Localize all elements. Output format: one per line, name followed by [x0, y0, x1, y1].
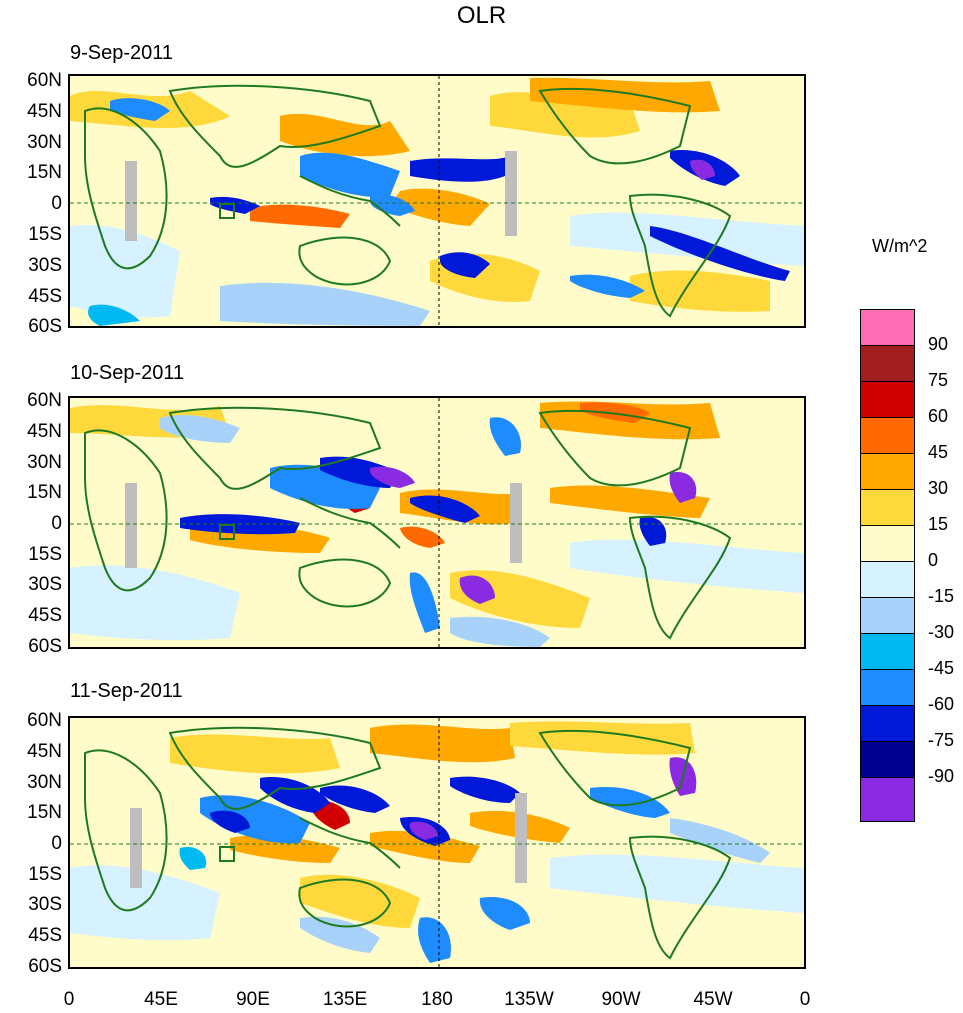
lon-label: 0 — [799, 989, 811, 1010]
colorbar-box — [860, 381, 915, 418]
figure-title: OLR — [456, 2, 507, 29]
colorbar-label: 30 — [928, 478, 949, 498]
lat-label: 60S — [28, 316, 62, 337]
missing-data-patches — [125, 151, 517, 241]
lat-label: 15N — [27, 482, 62, 503]
lat-label: 45S — [28, 605, 62, 626]
colorbar-box — [860, 669, 915, 706]
panel-1-map — [68, 74, 806, 328]
lat-label: 60N — [27, 390, 62, 411]
panel-1-field — [70, 76, 804, 326]
lat-label: 0 — [51, 193, 62, 214]
colorbar-label: 0 — [928, 550, 939, 570]
colorbar-label: 90 — [928, 334, 949, 354]
lat-label: 0 — [51, 513, 62, 534]
lat-label: 30S — [28, 574, 62, 595]
lat-label: 30S — [28, 894, 62, 915]
missing-data-patches — [130, 793, 527, 888]
lon-label: 90E — [236, 989, 270, 1010]
colorbar-box — [860, 597, 915, 634]
colorbar-box — [860, 345, 915, 382]
lat-label: 0 — [51, 833, 62, 854]
lat-label: 45S — [28, 925, 62, 946]
colorbar-box — [860, 417, 915, 454]
colorbar-label: 45 — [928, 442, 949, 462]
lat-label: 45N — [27, 101, 62, 122]
lat-label: 15S — [28, 544, 62, 565]
colorbar-label: -15 — [928, 586, 955, 606]
colorbar-box — [860, 525, 915, 562]
lat-label: 60S — [28, 636, 62, 657]
lat-label: 15S — [28, 864, 62, 885]
panel-2-map — [68, 396, 806, 649]
panel-3-field — [70, 718, 804, 967]
colorbar-units: W/m^2 — [872, 236, 928, 256]
panel-3-map — [68, 716, 806, 969]
colorbar-label: -90 — [928, 766, 955, 786]
colorbar-box — [860, 705, 915, 742]
lat-label: 60N — [27, 710, 62, 731]
anomaly-field — [70, 77, 804, 326]
colorbar-box — [860, 453, 915, 490]
colorbar-label: -60 — [928, 694, 955, 714]
lat-label: 60S — [28, 956, 62, 977]
panel-2-date: 10-Sep-2011 — [70, 362, 185, 384]
lat-label: 30S — [28, 255, 62, 276]
colorbar-label: -30 — [928, 622, 955, 642]
panel-2-field — [70, 398, 804, 647]
colorbar-label: 75 — [928, 370, 949, 390]
lat-label: 15N — [27, 162, 62, 183]
lat-label: 30N — [27, 452, 62, 473]
lat-label: 30N — [27, 772, 62, 793]
colorbar-label: 15 — [928, 514, 949, 534]
colorbar-box — [860, 777, 915, 822]
colorbar-label: -75 — [928, 730, 955, 750]
colorbar-box — [860, 561, 915, 598]
lat-label: 45N — [27, 421, 62, 442]
panel-1-date: 9-Sep-2011 — [70, 42, 174, 64]
coastlines — [84, 406, 732, 640]
lon-label: 90W — [601, 989, 641, 1010]
colorbar-box — [860, 741, 915, 778]
lon-label: 135W — [504, 989, 554, 1010]
colorbar-label: 60 — [928, 406, 949, 426]
lat-label: 60N — [27, 70, 62, 91]
colorbar-box — [860, 309, 915, 346]
coastlines — [84, 84, 732, 318]
lon-label: 0 — [63, 989, 75, 1010]
lat-label: 15S — [28, 224, 62, 245]
lon-label: 180 — [421, 989, 453, 1010]
lon-label: 135E — [322, 989, 368, 1010]
lat-label: 45N — [27, 741, 62, 762]
missing-data-patches — [125, 483, 522, 568]
lon-label: 45W — [693, 989, 733, 1010]
coastlines — [84, 726, 732, 960]
lat-label: 30N — [27, 132, 62, 153]
lon-label: 45E — [144, 989, 178, 1010]
lat-label: 15N — [27, 802, 62, 823]
colorbar-label: -45 — [928, 658, 955, 678]
lat-label: 45S — [28, 286, 62, 307]
colorbar-box — [860, 633, 915, 670]
colorbar-box — [860, 489, 915, 526]
anomaly-field — [70, 721, 804, 963]
panel-3-date: 11-Sep-2011 — [70, 680, 183, 702]
